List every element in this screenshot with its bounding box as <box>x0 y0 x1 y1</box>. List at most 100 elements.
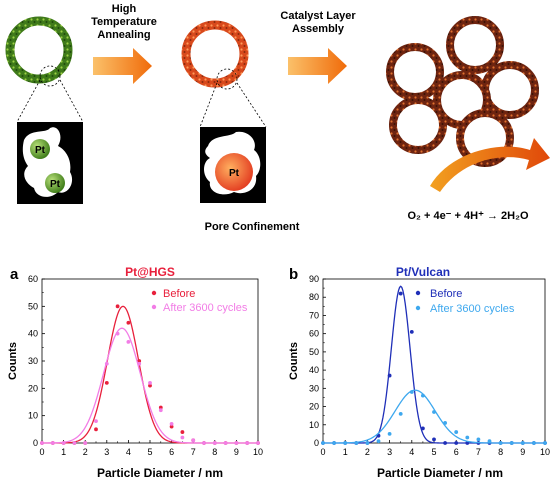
data-point-before <box>94 427 98 432</box>
data-point-after <box>332 441 336 445</box>
chart-b-legend: Before After 3600 cycles <box>415 288 515 315</box>
y-tick-label: 80 <box>309 292 319 302</box>
data-point-after <box>148 380 152 385</box>
x-tick-label: 1 <box>61 447 66 457</box>
y-tick-label: 50 <box>309 347 319 357</box>
data-point-after <box>83 441 88 445</box>
legend-label-before: Before <box>430 288 462 300</box>
data-point-before <box>115 304 120 309</box>
chart-b-xlabel: Particle Diameter / nm <box>377 466 503 480</box>
zoom-line-right-green <box>59 79 84 123</box>
right-arrow-icon <box>288 48 347 84</box>
data-point-after <box>115 331 120 336</box>
fit-curve-after <box>323 389 545 444</box>
data-point-after <box>169 421 174 426</box>
x-tick-label: 8 <box>498 447 503 457</box>
y-tick-label: 60 <box>28 274 38 284</box>
x-tick-label: 3 <box>387 447 392 457</box>
data-point-after <box>40 441 44 445</box>
schematic: Pt Pt High Temperature Annealing Pt Pore… <box>5 3 550 233</box>
x-tick-label: 4 <box>126 447 131 457</box>
right-arrow-icon <box>93 48 152 84</box>
data-point-after <box>398 411 403 416</box>
zoom-circle-green <box>39 65 61 87</box>
chart-b: b Pt/Vulcan 0 1 2 3 4 5 6 7 8 9 10 0 10 20 30 40 50 60 70 8… <box>288 265 550 480</box>
data-point-after <box>532 441 536 445</box>
reaction-equation: O₂ + 4e⁻ + 4H⁺ → 2H₂O <box>407 210 528 222</box>
data-point-after <box>443 421 447 425</box>
data-point-after <box>476 437 481 442</box>
hollow-sphere-icon <box>481 61 539 119</box>
data-point-after <box>137 361 142 366</box>
x-tick-label: 5 <box>431 447 436 457</box>
data-point-after <box>223 441 228 445</box>
legend-marker-after <box>151 304 157 310</box>
data-point-after <box>61 441 66 445</box>
data-point-before <box>387 373 392 378</box>
hollow-sphere-icon <box>386 43 444 101</box>
orange-hollow-sphere-icon <box>181 20 249 88</box>
y-tick-label: 10 <box>309 420 319 430</box>
hollow-sphere-icon <box>389 96 447 154</box>
zoom-line-right-orange <box>236 82 267 128</box>
x-tick-label: 0 <box>39 447 44 457</box>
y-tick-label: 20 <box>309 402 319 412</box>
step1-label-line1: High <box>112 3 137 15</box>
data-point-before <box>180 430 185 434</box>
data-point-after <box>234 441 239 445</box>
y-tick-label: 30 <box>28 356 38 366</box>
x-tick-label: 7 <box>476 447 481 457</box>
chart-a-legend: Before After 3600 cycles <box>151 288 248 314</box>
chart-b-plot: 0 1 2 3 4 5 6 7 8 9 10 0 10 20 30 40 50 60 70 80 90 <box>309 274 550 457</box>
x-tick-label: 2 <box>83 447 88 457</box>
x-tick-label: 2 <box>365 447 370 457</box>
green-hollow-sphere-icon <box>5 16 73 84</box>
pt-label-1: Pt <box>35 145 46 156</box>
chart-b-ylabel: Counts <box>288 342 300 380</box>
pt-label-3: Pt <box>229 168 240 179</box>
x-tick-label: 10 <box>253 447 263 457</box>
data-point-after <box>498 441 503 445</box>
data-point-after <box>212 441 217 445</box>
data-point-after <box>202 441 206 445</box>
data-point-after <box>245 441 250 445</box>
data-point-after <box>376 439 381 444</box>
pore-inset-orange: Pt <box>200 127 266 203</box>
legend-label-after: After 3600 cycles <box>430 303 515 315</box>
catalyst-layer-cluster <box>386 16 539 167</box>
data-point-after <box>487 439 492 444</box>
data-point-after <box>343 441 348 445</box>
data-point-after <box>104 361 109 366</box>
data-point-before <box>104 380 109 385</box>
y-tick-label: 0 <box>314 438 319 448</box>
data-point-after <box>509 441 514 445</box>
chart-b-title: Pt/Vulcan <box>396 265 450 279</box>
legend-label-after: After 3600 cycles <box>163 302 248 314</box>
x-tick-label: 7 <box>191 447 196 457</box>
legend-marker-after <box>415 305 421 311</box>
data-point-before <box>158 405 163 410</box>
y-tick-label: 60 <box>309 329 319 339</box>
data-point-before <box>454 441 459 445</box>
data-point-after <box>354 441 359 445</box>
data-point-after <box>543 441 547 445</box>
chart-a-ylabel: Counts <box>7 342 19 380</box>
x-tick-label: 9 <box>520 447 525 457</box>
y-tick-label: 10 <box>28 411 38 421</box>
x-tick-label: 8 <box>212 447 217 457</box>
data-point-after <box>365 441 370 445</box>
x-tick-label: 6 <box>454 447 459 457</box>
curved-arrow-icon <box>430 138 550 192</box>
data-point-before <box>409 329 414 334</box>
x-tick-label: 1 <box>343 447 348 457</box>
y-tick-label: 70 <box>309 310 319 320</box>
data-point-before <box>421 426 425 431</box>
y-tick-label: 50 <box>28 301 38 311</box>
x-tick-label: 5 <box>147 447 152 457</box>
zoom-circle-orange <box>216 68 238 90</box>
zoom-line-left-orange <box>199 82 218 128</box>
legend-marker-before <box>151 290 157 296</box>
x-tick-label: 10 <box>540 447 550 457</box>
hollow-sphere-icon <box>446 16 504 74</box>
